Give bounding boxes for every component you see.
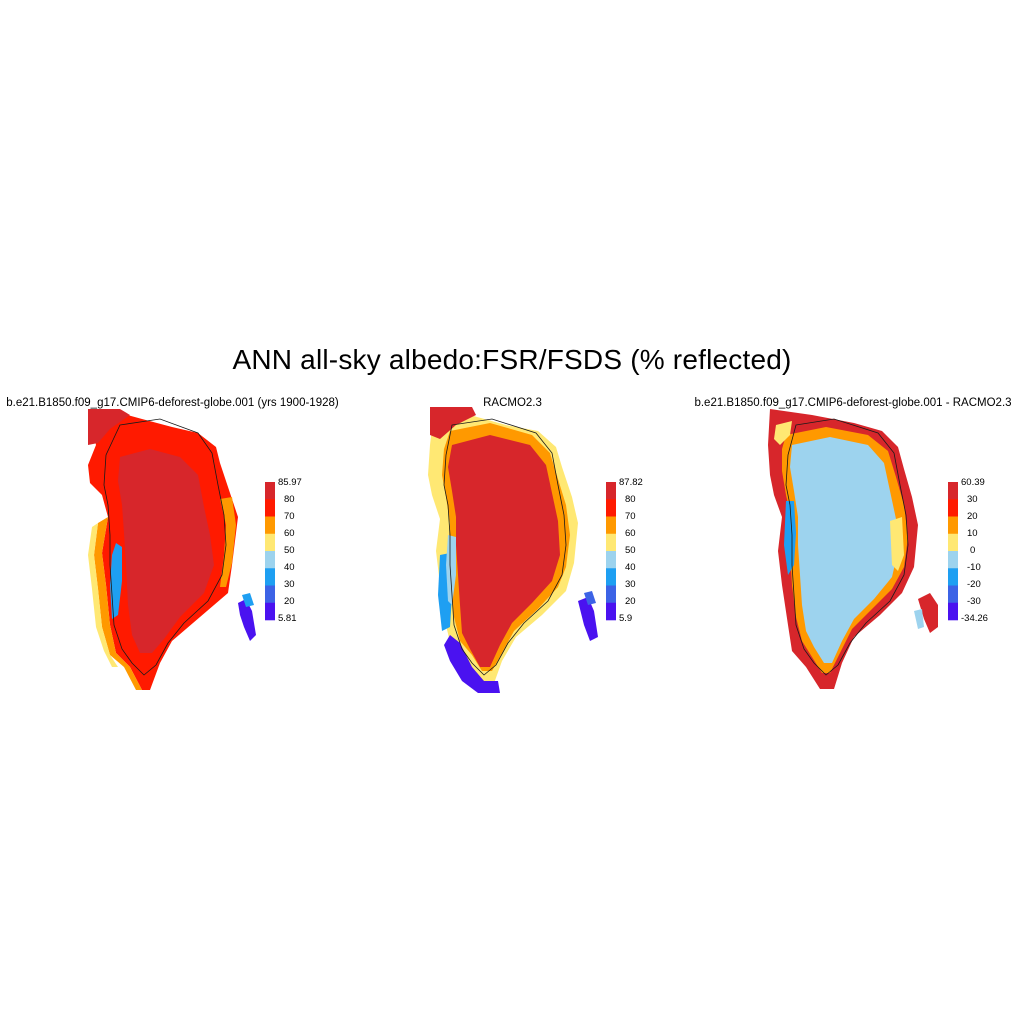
panel-3-tick-1: 30 xyxy=(967,494,978,505)
panel-3-east-yellow xyxy=(890,517,904,571)
panel-2-south-purple xyxy=(444,635,500,693)
panel-2-tick-2: 70 xyxy=(625,511,636,522)
panel-2-ice-field xyxy=(428,407,598,693)
colorbar-box-7 xyxy=(265,585,275,604)
colorbar-box-8 xyxy=(606,602,616,621)
panel-3-interior xyxy=(790,437,898,663)
panel-2-tick-7: 20 xyxy=(625,596,636,607)
panel-2-nw-block xyxy=(430,407,476,439)
panel-1-coastline xyxy=(103,418,227,676)
panel-3-tick-3: 10 xyxy=(967,528,978,539)
panel-1-tick-6: 30 xyxy=(284,579,295,590)
panel-3-island xyxy=(918,593,938,633)
panel-3-west-blue xyxy=(784,501,796,575)
panel-1-tick-4: 50 xyxy=(284,545,295,556)
panel-1-island-blue xyxy=(242,593,254,607)
colorbar-box-2 xyxy=(265,499,275,517)
panel-3-coastline xyxy=(785,418,909,676)
panel-3-ice-field xyxy=(768,409,938,689)
panel-1-tick-1: 80 xyxy=(284,494,295,505)
panel-3-colorbar-max: 60.39 xyxy=(961,477,985,488)
panel-2-tick-3: 60 xyxy=(625,528,636,539)
panel-2-tick-6: 30 xyxy=(625,579,636,590)
panel-3-tick-5: -10 xyxy=(967,562,981,573)
panel-3-tick-6: -20 xyxy=(967,579,981,590)
panel-2-island xyxy=(578,597,598,641)
panel-2-colorbar-boxes xyxy=(606,482,616,621)
panel-1-map xyxy=(88,409,256,690)
panel-1-tick-7: 20 xyxy=(284,596,295,607)
colorbar-box-6 xyxy=(606,568,616,586)
colorbar-box-4 xyxy=(606,533,616,552)
colorbar-box-2 xyxy=(606,499,616,517)
panel-1-tick-5: 40 xyxy=(284,562,295,573)
colorbar-box-1 xyxy=(265,482,275,500)
colorbar-box-6 xyxy=(948,568,958,586)
colorbar-box-8 xyxy=(948,602,958,621)
panel-3-map xyxy=(768,409,938,689)
panel-1-tick-3: 60 xyxy=(284,528,295,539)
panel-3-nw-yellow xyxy=(774,421,792,445)
panel-2-tick-5: 40 xyxy=(625,562,636,573)
panel-2-colorbar-min: 5.9 xyxy=(619,613,633,624)
panel-2-tick-4: 50 xyxy=(625,545,636,556)
panel-2-west-lightblue xyxy=(446,535,456,605)
panel-1-colorbar-max: 85.97 xyxy=(278,477,302,488)
panel-1-coast-band xyxy=(94,517,142,690)
panel-2-colorbar-max: 87.82 xyxy=(619,477,643,488)
colorbar-box-5 xyxy=(948,551,958,569)
panel-3-tick-2: 20 xyxy=(967,511,978,522)
figure-title: ANN all-sky albedo:FSR/FSDS (% reflected… xyxy=(232,344,792,375)
panel-2-colorbar xyxy=(606,482,616,621)
colorbar-box-2 xyxy=(948,499,958,517)
panel-1-east-edge xyxy=(220,497,236,587)
panel-3-island-lightblue xyxy=(914,609,924,629)
panel-1-colorbar xyxy=(265,482,275,621)
panel-2-coastline xyxy=(443,418,567,676)
panel-3-tick-7: -30 xyxy=(967,596,981,607)
panel-3-colorbar-boxes xyxy=(948,482,958,621)
panel-2-title: RACMO2.3 xyxy=(483,397,542,409)
colorbar-box-5 xyxy=(606,551,616,569)
panel-1-colorbar-boxes xyxy=(265,482,275,621)
colorbar-box-5 xyxy=(265,551,275,569)
panel-2-map xyxy=(428,407,598,693)
panel-3-colorbar xyxy=(948,482,958,621)
colorbar-box-4 xyxy=(948,533,958,552)
colorbar-box-4 xyxy=(265,533,275,552)
panel-1-title: b.e21.B1850.f09_g17.CMIP6-deforest-globe… xyxy=(6,397,339,409)
colorbar-box-6 xyxy=(265,568,275,586)
panel-2-tick-1: 80 xyxy=(625,494,636,505)
colorbar-box-3 xyxy=(606,516,616,535)
panel-1-ice-field xyxy=(88,409,256,690)
colorbar-box-1 xyxy=(606,482,616,500)
panel-1-nw-block xyxy=(88,409,130,445)
panel-1-coast-yellow xyxy=(88,523,118,667)
panel-3-colorbar-min: -34.26 xyxy=(961,613,988,624)
panel-3-title: b.e21.B1850.f09_g17.CMIP6-deforest-globe… xyxy=(694,397,1012,409)
panel-1-interior xyxy=(118,449,214,653)
colorbar-box-3 xyxy=(265,516,275,535)
panel-3-tick-4: 0 xyxy=(970,545,976,556)
panel-1-tick-2: 70 xyxy=(284,511,295,522)
panel-1-colorbar-min: 5.81 xyxy=(278,613,297,624)
colorbar-box-8 xyxy=(265,602,275,621)
colorbar-box-7 xyxy=(606,585,616,604)
panel-2-island-blue xyxy=(584,591,596,605)
panel-1-coast-blue xyxy=(110,543,122,619)
colorbar-box-7 xyxy=(948,585,958,604)
panel-2-interior xyxy=(448,435,560,667)
colorbar-box-3 xyxy=(948,516,958,535)
panel-1-island xyxy=(238,599,256,641)
colorbar-box-1 xyxy=(948,482,958,500)
